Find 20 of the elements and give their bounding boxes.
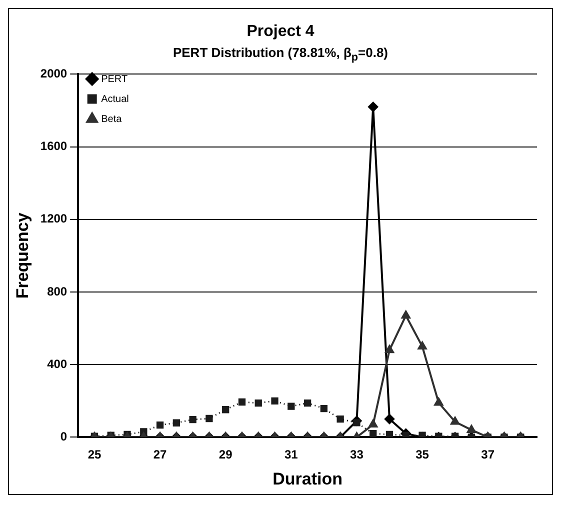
- x-tick-label: 37: [481, 447, 495, 462]
- x-tick-label: 27: [153, 447, 168, 462]
- legend-label: Beta: [101, 113, 122, 124]
- x-axis-title: Duration: [272, 469, 342, 488]
- legend-label: PERT: [101, 73, 128, 84]
- x-tick-label: 29: [218, 447, 233, 462]
- x-tick-label: 33: [350, 447, 364, 462]
- legend-label: Actual: [101, 93, 129, 104]
- y-axis-title: Frequency: [12, 212, 32, 298]
- x-tick-label: 25: [88, 447, 102, 462]
- y-tick-label: 1600: [40, 138, 68, 153]
- y-tick-label: 400: [47, 356, 68, 371]
- chart-title: Project 4: [246, 23, 316, 41]
- y-tick-label: 2000: [40, 66, 68, 80]
- y-tick-label: 1200: [40, 211, 68, 226]
- y-tick-label: 0: [60, 429, 68, 444]
- x-tick-label: 31: [284, 447, 298, 462]
- chart-subtitle: PERT Distribution (78.81%, β$_{p}$=0.8): [172, 45, 390, 64]
- y-tick-label: 800: [47, 284, 68, 298]
- x-tick-label: 35: [416, 447, 430, 462]
